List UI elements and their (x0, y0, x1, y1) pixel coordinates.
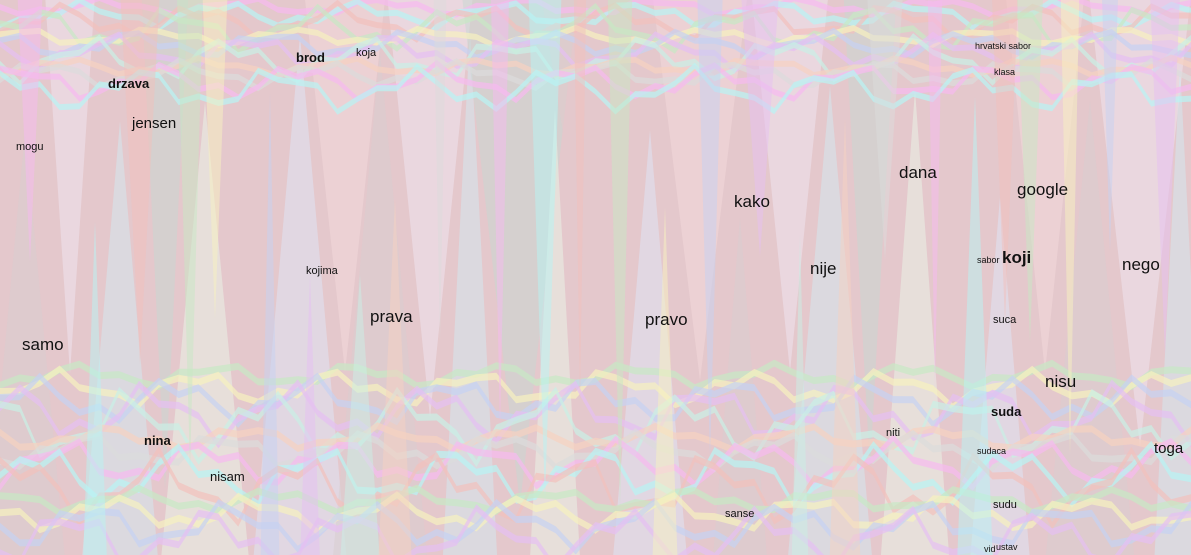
stream-band-bottom (0, 491, 1191, 536)
stream-peak (528, 0, 562, 499)
stream-label-kojima: kojima (306, 265, 339, 277)
stream-peak (697, 0, 723, 457)
stream-label-sudaca: sudaca (977, 446, 1006, 456)
stream-peak (83, 221, 107, 555)
stream-spike (218, 0, 282, 471)
stream-label-sabor: sabor (977, 255, 1000, 265)
stream-band-top (0, 0, 1191, 32)
stream-peak (260, 92, 280, 555)
stream-label-prava: prava (370, 307, 413, 326)
stream-peak (120, 0, 160, 364)
stream-band-bottom (0, 359, 1191, 392)
stream-peak (490, 0, 510, 429)
stream-band-top (0, 24, 1191, 50)
stream-band-top (0, 33, 1191, 87)
stream-label-drzava: drzava (108, 76, 150, 91)
stream-label-nisam: nisam (210, 469, 245, 484)
stream-spike (442, 30, 498, 555)
stream-spike (936, 0, 984, 497)
stream-label-brod: brod (296, 50, 325, 65)
stream-peak (300, 274, 320, 555)
stream-label-koja: koja (356, 47, 377, 59)
stream-label-mogu: mogu (16, 141, 44, 153)
stream-peak (1102, 0, 1118, 251)
stream-spike (141, 0, 189, 489)
stream-label-suca: suca (993, 314, 1017, 326)
stream-peaks (17, 0, 1180, 555)
stream-label-sanse: sanse (725, 508, 754, 520)
stream-peak (1017, 0, 1043, 343)
stream-peak (927, 0, 943, 390)
stream-label-nije: nije (810, 259, 836, 278)
stream-label-hrvatski-sabor: hrvatski sabor (975, 41, 1031, 51)
stream-label-vid: vid (984, 544, 996, 554)
stream-label-sudu: sudu (993, 499, 1017, 511)
stream-label-dana: dana (899, 163, 937, 182)
stream-peak (992, 0, 1018, 323)
stream-peak (202, 0, 228, 319)
stream-peak (1150, 0, 1180, 355)
stream-peak (741, 0, 779, 257)
stream-peak (791, 234, 809, 555)
stream-spike (653, 0, 747, 381)
stream-label-toga: toga (1154, 440, 1184, 457)
stream-label-suda: suda (991, 404, 1022, 419)
stream-peak (652, 206, 678, 555)
stream-band-bottom (0, 440, 1191, 510)
stream-peak (867, 0, 903, 260)
stream-label-kako: kako (734, 192, 770, 211)
stream-peak (433, 0, 447, 343)
stream-label-google: google (1017, 180, 1068, 199)
stream-band-top (0, 0, 1191, 20)
stream-spike (45, 0, 95, 374)
stream-band-bottom (0, 372, 1191, 428)
stream-band-top (0, 62, 1191, 115)
stream-peak (340, 275, 380, 555)
stream-peak (17, 0, 43, 263)
stream-label-pravo: pravo (645, 310, 688, 329)
stream-band-bottom (0, 365, 1191, 411)
stream-labels: samo drzava jensen mogu nina nisam brod koja koj… (16, 41, 1184, 554)
stream-label-samo: samo (22, 335, 64, 354)
stream-spike (253, 35, 347, 555)
stream-label-nisu: nisu (1045, 372, 1076, 391)
stream-peak (957, 96, 993, 555)
stream-label-jensen: jensen (131, 115, 176, 132)
stream-label-ustav: ustav (996, 542, 1018, 552)
stream-label-niti: niti (886, 427, 900, 439)
stream-label-klasa: klasa (994, 67, 1015, 77)
stream-peak (607, 0, 633, 508)
stream-peak (1060, 0, 1080, 456)
stream-band-top (0, 27, 1191, 62)
stream-label-nina: nina (144, 433, 171, 448)
stream-peak (378, 198, 412, 555)
stream-label-nego: nego (1122, 255, 1160, 274)
stream-peak (573, 0, 587, 403)
stream-peak (177, 0, 203, 468)
stream-label-koji: koji (1002, 248, 1031, 267)
stream-spike (387, 0, 473, 418)
stream-peak (829, 117, 861, 555)
stream-band-bottom (0, 484, 1191, 517)
